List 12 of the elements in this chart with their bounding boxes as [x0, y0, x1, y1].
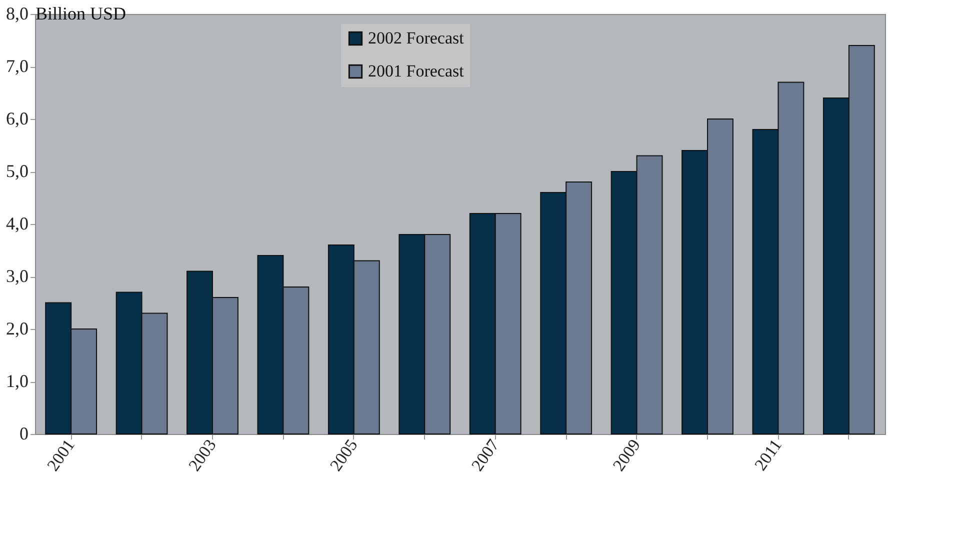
legend-label: 2001 Forecast [368, 62, 464, 80]
y-tick-label: 1,0 [6, 371, 28, 391]
y-tick-label: 2,0 [6, 318, 28, 338]
y-tick-label: 8,0 [6, 4, 28, 24]
y-tick-label: 4,0 [6, 214, 28, 234]
y-tick-label: 3,0 [6, 266, 28, 286]
y-tick-label: 7,0 [6, 56, 28, 76]
y-tick-label: 6,0 [6, 108, 28, 128]
y-axis-title: Billion USD [36, 4, 126, 24]
y-tick-label: 5,0 [6, 161, 28, 181]
y-tick-label: 0 [20, 424, 28, 444]
legend-label: 2002 Forecast [368, 28, 464, 48]
